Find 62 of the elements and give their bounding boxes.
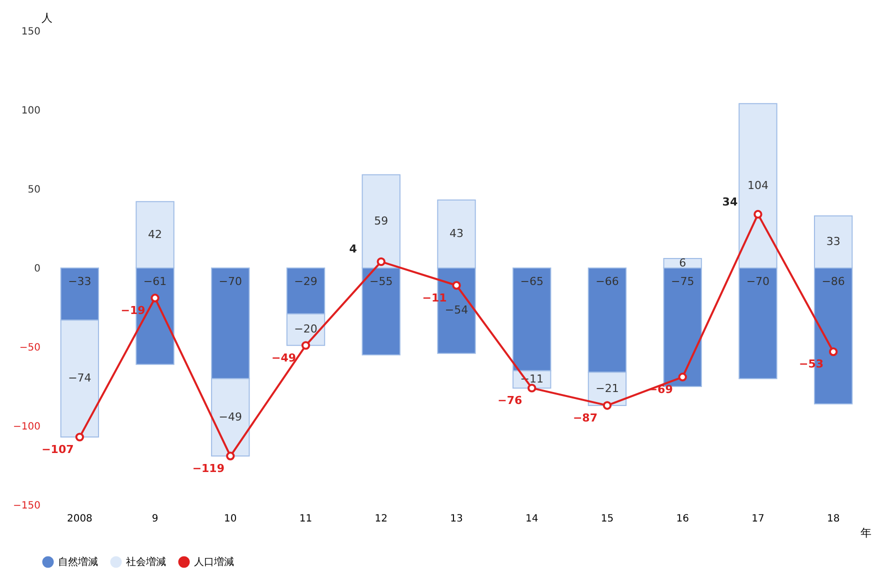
data-label: −61 [143, 275, 167, 288]
x-tick-label: 10 [224, 514, 237, 524]
x-tick-label: 18 [826, 514, 840, 524]
x-tick-label: 9 [152, 514, 158, 524]
y-tick-label: 150 [21, 26, 40, 38]
point [602, 401, 612, 410]
y-tick-label: −100 [13, 422, 40, 432]
y-tick-label: 0 [34, 264, 40, 274]
data-label: −49 [272, 351, 296, 364]
data-label: −54 [444, 304, 468, 317]
data-label: −55 [370, 275, 393, 288]
data-label: −66 [596, 275, 619, 288]
data-label: −107 [42, 443, 74, 456]
data-label: −70 [218, 275, 242, 288]
data-label: −21 [596, 382, 619, 395]
y-tick-label: 50 [28, 184, 40, 196]
y-tick-label: 100 [21, 106, 40, 116]
data-label: 6 [679, 256, 686, 270]
x-tick-label: 2008 [66, 514, 92, 524]
point [678, 372, 687, 382]
point [301, 341, 310, 350]
y-tick-label: −150 [13, 500, 40, 512]
data-label: −33 [68, 275, 92, 288]
data-label: −119 [192, 462, 225, 476]
y-tick-label: −50 [19, 342, 40, 354]
data-label: −70 [746, 275, 770, 288]
data-label: −49 [218, 410, 242, 424]
legend-label: 社会増減 [126, 556, 166, 568]
x-tick-label: 17 [752, 514, 764, 524]
data-label: −87 [572, 411, 598, 424]
data-label: 4 [349, 242, 358, 256]
data-label: 104 [747, 178, 768, 192]
x-tick-label: 15 [600, 514, 614, 524]
data-label: −74 [68, 372, 92, 385]
point [452, 281, 461, 290]
data-label: 33 [826, 234, 840, 248]
point [150, 294, 160, 302]
data-label: −76 [498, 394, 522, 408]
point [226, 452, 235, 460]
data-label: 34 [722, 195, 738, 208]
point [75, 432, 84, 442]
data-label: 42 [148, 228, 162, 241]
legend-label: 自然増減 [58, 556, 98, 568]
point [828, 347, 838, 356]
point [754, 210, 762, 219]
x-tick-label: 14 [525, 514, 538, 524]
data-label: −86 [822, 275, 845, 288]
point [528, 384, 536, 392]
x-tick-label: 13 [450, 514, 463, 524]
legend-label: 人口増減 [194, 556, 234, 568]
data-label: −20 [294, 322, 318, 336]
x-tick-label: 16 [676, 514, 689, 524]
y-axis-title: 人 [42, 12, 52, 24]
data-label: −29 [294, 275, 318, 288]
data-label: −75 [670, 275, 694, 288]
data-label: −65 [520, 275, 544, 288]
point [376, 257, 386, 266]
x-axis-title: 年 [860, 526, 872, 540]
data-label: 59 [374, 214, 388, 228]
data-label: 43 [450, 227, 464, 240]
x-tick-label: 11 [299, 514, 312, 524]
x-tick-label: 12 [374, 514, 388, 524]
